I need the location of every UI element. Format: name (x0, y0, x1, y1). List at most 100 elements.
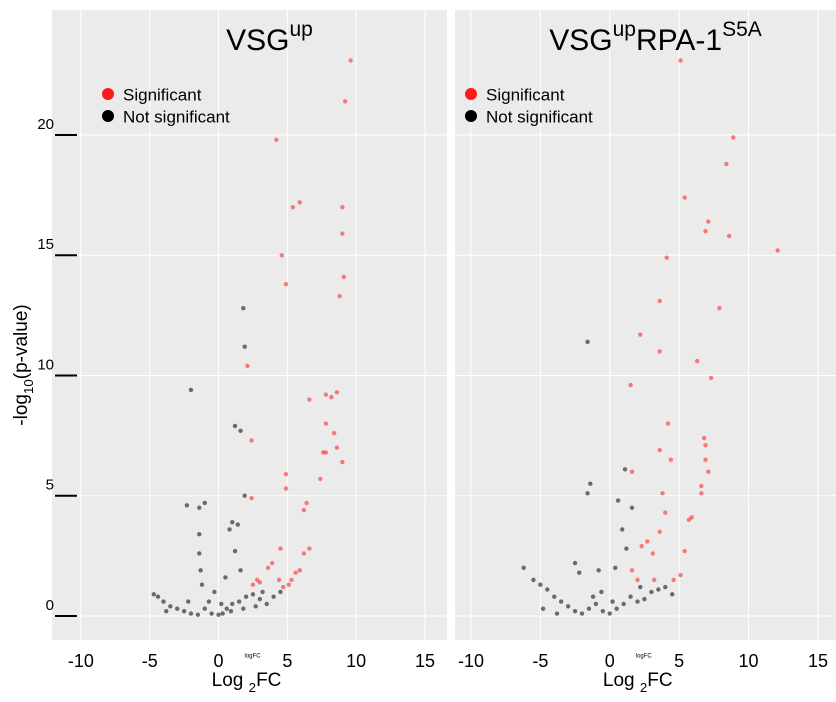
point (724, 161, 729, 167)
point (270, 560, 275, 566)
point (671, 577, 676, 583)
point (682, 195, 687, 200)
point (155, 594, 161, 599)
point (649, 589, 654, 595)
small-label: logFC (245, 654, 262, 660)
point (615, 498, 621, 503)
x-tick-label: 5 (674, 651, 684, 671)
point (304, 500, 309, 506)
point (620, 527, 625, 532)
point (585, 339, 590, 345)
point (638, 584, 643, 590)
point (283, 471, 289, 477)
point (703, 443, 708, 448)
point (610, 599, 615, 604)
legend-label: Not significant (123, 107, 230, 126)
point (227, 527, 232, 532)
x-axis-label-part: FC (256, 670, 281, 691)
point (331, 431, 337, 436)
legend-marker (102, 88, 114, 100)
point (657, 447, 662, 453)
point (663, 584, 668, 590)
point (198, 568, 203, 573)
x-tick-label: 10 (346, 651, 366, 671)
point (665, 421, 671, 426)
point (703, 229, 708, 234)
point (635, 577, 640, 583)
point (253, 604, 258, 609)
point (202, 500, 207, 506)
point (197, 551, 202, 556)
point (323, 392, 329, 397)
x-tick-label: -10 (68, 651, 94, 671)
x-tick-label: -5 (142, 651, 158, 671)
point (283, 281, 289, 287)
point (572, 608, 578, 614)
point (318, 476, 323, 482)
point (228, 608, 234, 614)
point (699, 491, 704, 496)
point (613, 565, 618, 571)
x-tick-label: -5 (532, 651, 548, 671)
point (706, 219, 711, 224)
legend-label: Significant (486, 85, 565, 104)
point (689, 515, 694, 520)
point (242, 493, 247, 498)
point (307, 546, 312, 551)
point (241, 305, 246, 311)
y-tick-label: 20 (37, 116, 54, 133)
point (703, 457, 708, 462)
point (286, 582, 291, 587)
legend-marker (465, 110, 477, 122)
point (161, 599, 166, 604)
point (224, 606, 229, 611)
point (245, 363, 250, 369)
plot-background (52, 10, 447, 640)
y-axis-label-part: 10 (21, 379, 36, 394)
point (337, 293, 342, 299)
chart-title-part: S5A (722, 18, 762, 41)
chart-title-part: up (290, 18, 313, 41)
point (188, 387, 194, 393)
y-tick-label: 10 (37, 356, 54, 373)
point (230, 601, 235, 607)
chart-title-part: RPA-1 (636, 24, 722, 57)
point (340, 459, 345, 465)
point (195, 612, 201, 617)
point (651, 577, 657, 583)
point (297, 200, 302, 205)
point (164, 608, 169, 614)
point (220, 611, 225, 616)
point (307, 397, 312, 402)
point (593, 601, 599, 607)
x-tick-label: 10 (739, 651, 759, 671)
point (614, 606, 619, 611)
chart-title-part: VSG (549, 24, 612, 57)
point (250, 582, 256, 587)
point (186, 599, 191, 604)
point (301, 507, 307, 513)
point (243, 594, 249, 599)
point (531, 577, 536, 583)
point (334, 390, 340, 395)
point (624, 546, 629, 551)
point (289, 577, 294, 583)
point (629, 568, 635, 573)
x-tick-label: 0 (605, 651, 615, 671)
point (586, 606, 592, 611)
point (657, 298, 662, 304)
point (323, 421, 329, 426)
point (642, 596, 647, 602)
point (271, 594, 276, 599)
small-label: logFC (636, 654, 653, 660)
point (600, 608, 606, 614)
point (621, 601, 626, 607)
point (682, 548, 687, 554)
point (590, 594, 596, 599)
point (341, 274, 346, 280)
point (301, 551, 307, 556)
point (260, 589, 265, 595)
point (650, 551, 655, 556)
point (232, 423, 238, 429)
